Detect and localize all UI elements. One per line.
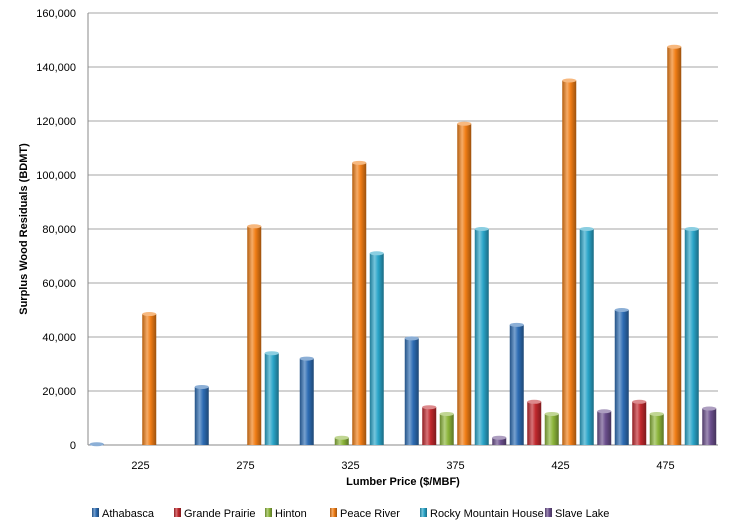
bar-rocky-mountain-house-475: [684, 227, 699, 445]
legend-swatch: [265, 508, 272, 517]
x-axis-ticks: 225 275 325 375 425 475: [131, 460, 674, 472]
y-axis-ticks: 0 20,000 40,000 60,000 80,000 100,000 120,000 1…: [36, 8, 76, 452]
legend-item-rocky-mountain-house: Rocky Mountain House: [420, 508, 544, 520]
bar-grande-prairie-425: [527, 399, 542, 445]
bar-peace-river-225: [142, 312, 157, 445]
legend-item-slave-lake: Slave Lake: [545, 508, 609, 520]
bars: [89, 44, 717, 447]
legend-swatch: [92, 508, 99, 517]
bar-hinton-325: [334, 435, 349, 445]
legend-label: Grande Prairie: [184, 508, 256, 520]
legend-swatch: [330, 508, 337, 517]
bar-athabasca-425: [509, 322, 524, 445]
y-tick-label: 160,000: [36, 8, 76, 20]
bar-peace-river-275: [247, 224, 262, 445]
bar-rocky-mountain-house-325: [369, 251, 384, 445]
y-tick-label: 60,000: [42, 278, 76, 290]
bar-athabasca-325: [299, 356, 314, 445]
y-axis-title: Surplus Wood Residuals (BDMT): [18, 143, 30, 315]
bar-hinton-425: [544, 411, 559, 445]
legend: Athabasca Grande Prairie Hinton Peace River…: [92, 508, 609, 520]
bar-peace-river-425: [562, 78, 577, 445]
x-tick-label: 425: [551, 460, 569, 472]
bar-athabasca-375: [404, 336, 419, 445]
y-tick-label: 0: [70, 440, 76, 452]
bar-athabasca-475: [614, 308, 629, 445]
x-tick-label: 275: [236, 460, 254, 472]
legend-label: Slave Lake: [555, 508, 609, 520]
y-tick-label: 100,000: [36, 170, 76, 182]
y-tick-label: 20,000: [42, 386, 76, 398]
bar-rocky-mountain-house-375: [474, 227, 489, 445]
bar-hinton-475: [649, 411, 664, 445]
bar-peace-river-325: [352, 160, 367, 445]
bar-rocky-mountain-house-425: [579, 227, 594, 445]
legend-item-peace-river: Peace River: [330, 508, 400, 520]
y-tick-label: 140,000: [36, 62, 76, 74]
x-tick-label: 225: [131, 460, 149, 472]
x-tick-label: 325: [341, 460, 359, 472]
bar-slave-lake-475: [702, 406, 717, 445]
legend-label: Rocky Mountain House: [430, 508, 544, 520]
bar-athabasca-225: [89, 442, 104, 447]
legend-label: Hinton: [275, 508, 307, 520]
y-tick-label: 40,000: [42, 332, 76, 344]
legend-item-hinton: Hinton: [265, 508, 307, 520]
x-tick-label: 475: [656, 460, 674, 472]
bar-peace-river-375: [457, 121, 472, 445]
legend-swatch: [545, 508, 552, 517]
bar-peace-river-475: [667, 44, 682, 445]
bar-grande-prairie-475: [632, 399, 647, 445]
bar-rocky-mountain-house-275: [264, 351, 279, 445]
bar-athabasca-275: [194, 384, 209, 445]
legend-swatch: [174, 508, 181, 517]
bar-grande-prairie-375: [422, 405, 437, 445]
x-axis-title: Lumber Price ($/MBF): [346, 476, 460, 488]
legend-label: Peace River: [340, 508, 400, 520]
y-tick-label: 120,000: [36, 116, 76, 128]
legend-label: Athabasca: [102, 508, 155, 520]
x-tick-label: 375: [446, 460, 464, 472]
bar-slave-lake-425: [597, 409, 612, 445]
bar-hinton-375: [439, 411, 454, 445]
y-tick-label: 80,000: [42, 224, 76, 236]
gridlines: [87, 12, 718, 446]
legend-item-athabasca: Athabasca: [92, 508, 155, 520]
legend-swatch: [420, 508, 427, 517]
legend-item-grande-prairie: Grande Prairie: [174, 508, 256, 520]
bar-slave-lake-375: [492, 435, 507, 445]
